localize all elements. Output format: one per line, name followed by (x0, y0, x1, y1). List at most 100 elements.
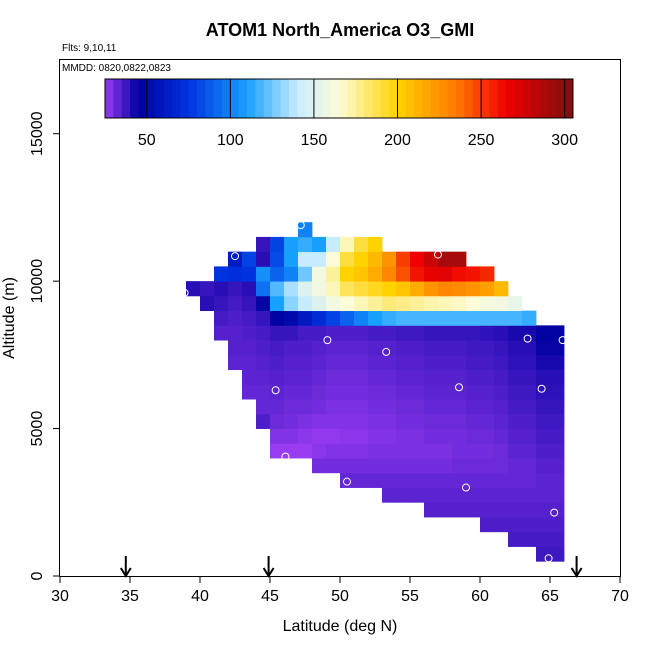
sample-point (550, 508, 559, 517)
heatmap-cell (354, 251, 369, 267)
heatmap-cell (242, 340, 257, 356)
heatmap-cell (312, 354, 327, 370)
sample-point (455, 383, 463, 392)
heatmap-cell (438, 340, 453, 356)
heatmap-cell (312, 369, 327, 385)
flights-label: Flts: 9,10,11 (62, 43, 117, 54)
heatmap-cell (452, 428, 467, 444)
sample-circles (180, 221, 567, 563)
heatmap-cell (270, 251, 285, 267)
sample-point (537, 384, 546, 393)
heatmap-cell (340, 384, 355, 400)
colorbar-segment (263, 79, 273, 118)
heatmap-cell (410, 487, 425, 503)
heatmap-cell (494, 517, 509, 533)
colorbar-segment (547, 79, 557, 118)
heatmap-cell (550, 472, 565, 488)
heatmap-cell (312, 310, 327, 326)
heatmap-cell (382, 384, 397, 400)
flight-arrows (119, 556, 583, 578)
colorbar-tick-label: 150 (301, 132, 328, 149)
heatmap-cell (508, 399, 523, 415)
y-tick-label: 0 (29, 571, 46, 580)
heatmap-cell (284, 325, 299, 341)
sample-point (466, 520, 475, 529)
heatmap-cell (452, 384, 467, 400)
heatmap-cell (508, 384, 523, 400)
heatmap-cell (480, 502, 495, 518)
heatmap-cell (396, 310, 411, 326)
heatmap-cell (536, 502, 551, 518)
heatmap-cell (256, 354, 271, 370)
chart-title: ATOM1 North_America O3_GMI (206, 20, 474, 40)
heatmap-cell (494, 281, 509, 297)
heatmap-cells (186, 222, 565, 562)
colorbar-segment (313, 79, 323, 118)
heatmap-cell (312, 458, 327, 474)
flight-arrow (262, 556, 275, 578)
colorbar: 50 100 150 200 250 300 (104, 78, 578, 149)
colorbar-segment (330, 79, 340, 118)
heatmap-cell (480, 325, 495, 341)
heatmap-cell (424, 472, 439, 488)
heatmap-cell (424, 310, 439, 326)
heatmap-cell (256, 325, 271, 341)
heatmap-cell (270, 369, 285, 385)
heatmap-cell (242, 325, 257, 341)
heatmap-cell (452, 354, 467, 370)
heatmap-cell (256, 266, 271, 282)
heatmap-cell (256, 310, 271, 326)
heatmap-cell (452, 472, 467, 488)
heatmap-cell (396, 472, 411, 488)
colorbar-segment (347, 79, 357, 118)
colorbar-tick-label: 50 (138, 132, 156, 149)
heatmap-cell (438, 310, 453, 326)
heatmap-cell (452, 281, 467, 297)
heatmap-cell (452, 251, 467, 267)
colorbar-segment (422, 79, 432, 118)
heatmap-cell (186, 281, 201, 297)
heatmap-cell (466, 266, 481, 282)
heatmap-cell (368, 236, 383, 253)
heatmap-cell (312, 399, 327, 415)
heatmap-cell (200, 295, 215, 312)
heatmap-cell (438, 325, 453, 341)
heatmap-cell (340, 458, 355, 474)
colorbar-segment (230, 79, 240, 118)
heatmap-cell (298, 325, 313, 341)
heatmap-cell (522, 443, 537, 459)
heatmap-cell (326, 354, 341, 370)
heatmap-cell (340, 399, 355, 415)
heatmap-cell (242, 281, 257, 297)
heatmap-cell (480, 295, 495, 312)
heatmap-cell (396, 266, 411, 282)
heatmap-cell (452, 325, 467, 341)
heatmap-cell (466, 354, 481, 370)
heatmap-cell (284, 399, 299, 415)
heatmap-cell (550, 502, 565, 518)
heatmap-cell (298, 399, 313, 415)
heatmap-cell (480, 354, 495, 370)
heatmap-cell (354, 236, 369, 253)
heatmap-cell (438, 413, 453, 429)
colorbar-segment (213, 79, 223, 118)
heatmap-cell (494, 369, 509, 385)
heatmap-cell (256, 251, 271, 267)
heatmap-cell (256, 384, 271, 400)
heatmap-cell (256, 340, 271, 356)
heatmap-cell (242, 295, 257, 312)
heatmap-cell (312, 443, 327, 459)
colorbar-segment (514, 79, 524, 118)
heatmap-cell (326, 384, 341, 400)
x-tick-label: 30 (51, 588, 69, 605)
heatmap-cell (298, 413, 313, 429)
colorbar-segment (163, 79, 173, 118)
heatmap-cell (326, 443, 341, 459)
heatmap-cell (340, 369, 355, 385)
heatmap-cell (382, 458, 397, 474)
heatmap-cell (256, 295, 271, 312)
heatmap-cell (466, 458, 481, 474)
heatmap-cell (312, 266, 327, 282)
colorbar-tick-label: 250 (468, 132, 495, 149)
heatmap-cell (396, 428, 411, 444)
